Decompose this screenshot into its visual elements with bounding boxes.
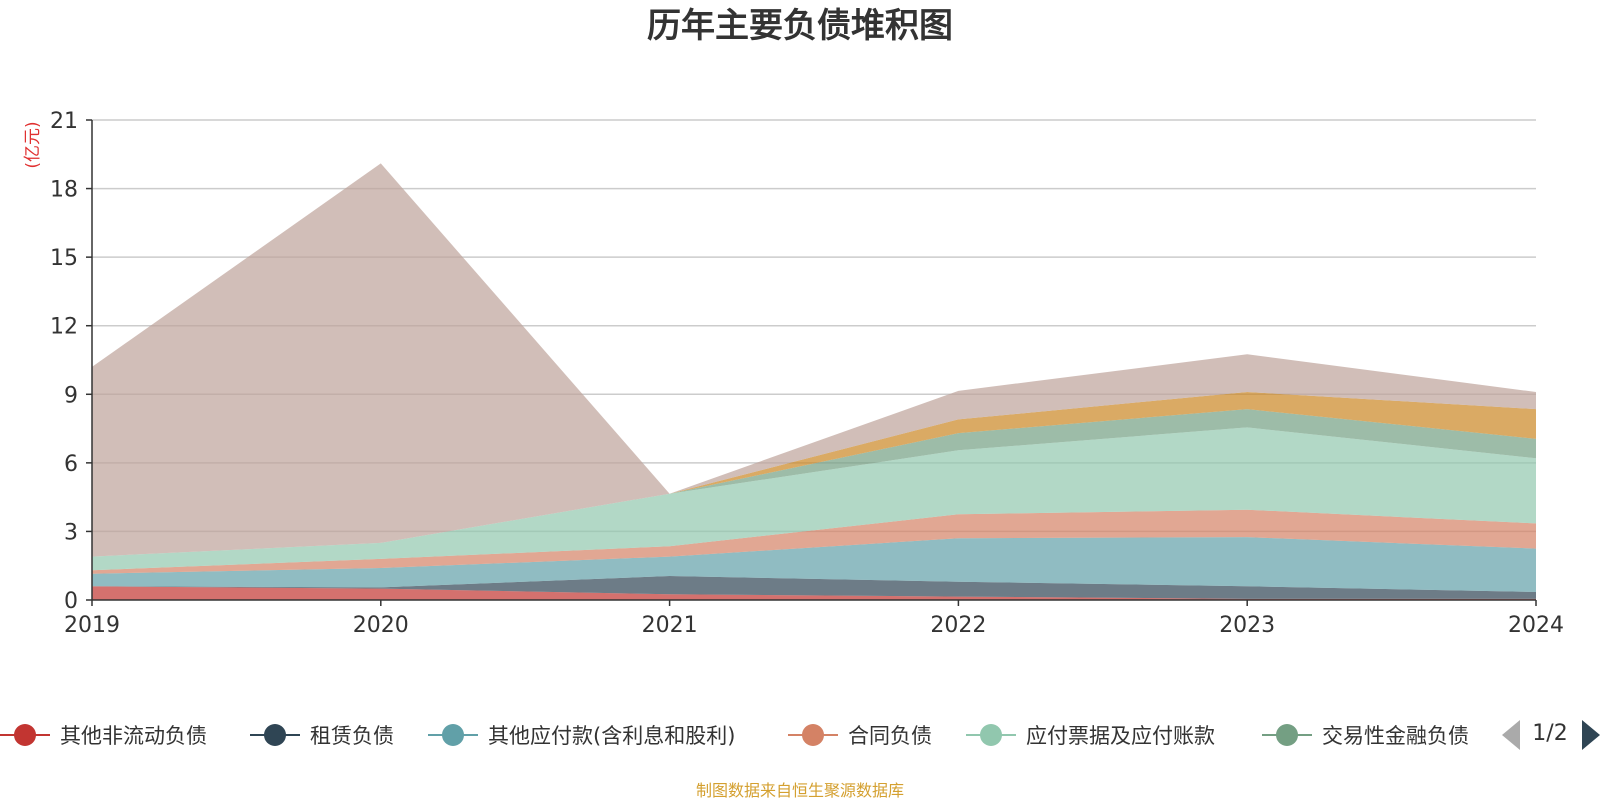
data-source-note: 制图数据来自恒生聚源数据库	[696, 781, 904, 800]
y-tick-label: 9	[64, 383, 78, 408]
legend-label: 其他非流动负债	[60, 724, 207, 748]
axes	[91, 120, 1536, 601]
legend-label: 应付票据及应付账款	[1026, 724, 1215, 748]
y-axis-unit-label: (亿元)	[23, 121, 43, 168]
x-tick-label: 2024	[1508, 613, 1564, 638]
area-series-5	[92, 427, 1536, 571]
area-series-8	[92, 163, 1536, 557]
area-series-2	[92, 576, 1536, 599]
legend-page-indicator: 1/2	[1532, 721, 1567, 746]
legend-item-3[interactable]: 其他应付款(含利息和股利)	[428, 724, 735, 748]
area-series-4	[92, 509, 1536, 574]
legend-label: 合同负债	[848, 724, 932, 748]
y-tick-label: 18	[50, 178, 78, 203]
x-tick-label: 2021	[642, 613, 698, 638]
legend-circle-icon	[442, 724, 464, 746]
legend-circle-icon	[980, 724, 1002, 746]
legend-item-1[interactable]: 其他非流动负债	[0, 724, 207, 748]
x-tick-label: 2020	[353, 613, 409, 638]
x-axis-ticks: 2019 2020 2021 2022 2023 2024	[64, 600, 1564, 638]
y-tick-label: 0	[64, 589, 78, 614]
legend-prev-arrow-icon[interactable]	[1502, 720, 1520, 750]
y-tick-label: 15	[50, 246, 78, 271]
legend-item-6[interactable]: 交易性金融负债	[1262, 724, 1469, 748]
y-tick-label: 21	[50, 109, 78, 134]
legend-circle-icon	[1276, 724, 1298, 746]
x-tick-label: 2019	[64, 613, 120, 638]
legend-next-arrow-icon[interactable]	[1582, 720, 1600, 750]
area-series	[92, 163, 1536, 600]
legend-label: 租赁负债	[310, 724, 394, 748]
area-series-3	[92, 537, 1536, 592]
area-series-7	[92, 392, 1536, 557]
legend-item-4[interactable]: 合同负债	[788, 724, 932, 748]
legend-item-2[interactable]: 租赁负债	[250, 724, 394, 748]
legend-circle-icon	[264, 724, 286, 746]
legend-item-5[interactable]: 应付票据及应付账款	[966, 724, 1215, 748]
chart-title: 历年主要负债堆积图	[647, 6, 953, 46]
area-series-1	[92, 586, 1536, 600]
legend: 其他非流动负债 租赁负债 其他应付款(含利息和股利) 合同负债 应付票据及应付账款 交易性…	[0, 724, 1469, 748]
legend-pager: 1/2	[1502, 720, 1600, 750]
y-tick-label: 6	[64, 452, 78, 477]
y-tick-label: 3	[64, 520, 78, 545]
legend-label: 交易性金融负债	[1322, 724, 1469, 748]
y-axis-ticks: 0 3 6 9 12 15 18 21	[50, 109, 92, 614]
y-tick-label: 12	[50, 315, 78, 340]
x-tick-label: 2023	[1219, 613, 1275, 638]
x-tick-label: 2022	[930, 613, 986, 638]
legend-label: 其他应付款(含利息和股利)	[488, 724, 735, 748]
legend-circle-icon	[14, 724, 36, 746]
legend-circle-icon	[802, 724, 824, 746]
